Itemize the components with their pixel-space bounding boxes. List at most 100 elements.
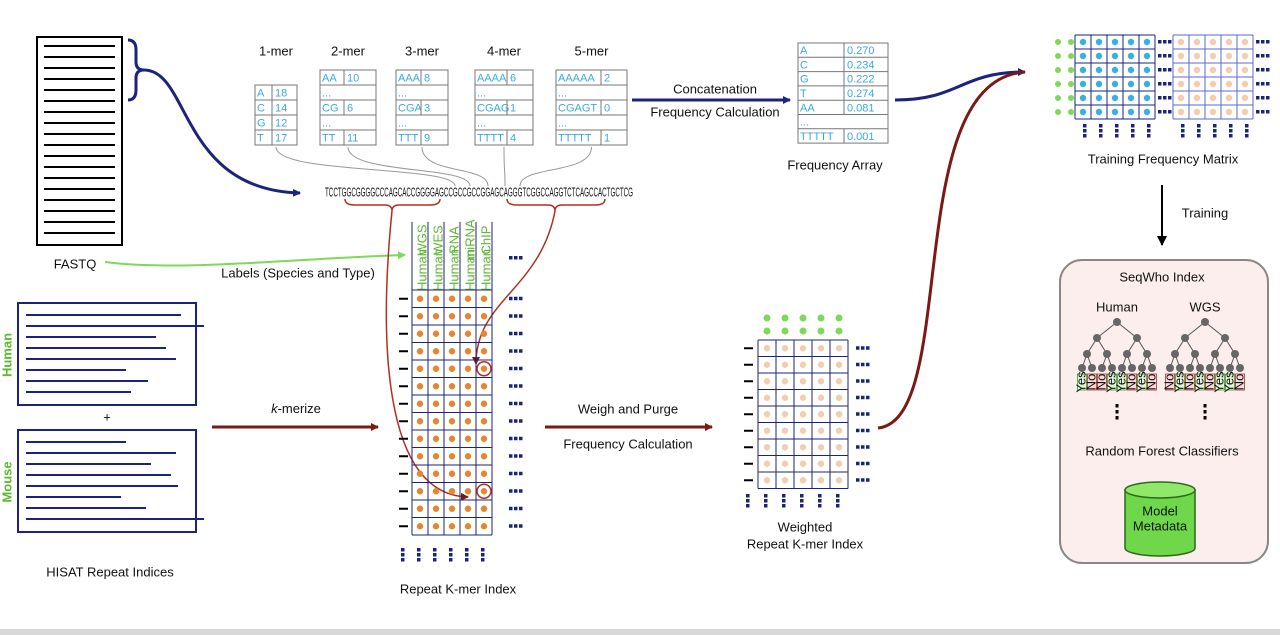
cell: T [800, 88, 807, 100]
more-mark [764, 494, 768, 498]
connector [421, 146, 489, 187]
leaf-label: Yes [1113, 371, 1128, 393]
label-dot [799, 314, 807, 322]
sequence: TCCTGGCGGGGCCCAGCACCGGGGAGCCGCCGCCGGAGCA… [325, 184, 633, 199]
cell: 11 [347, 132, 358, 144]
more-mark [818, 499, 822, 503]
cell-dot [464, 505, 472, 512]
more-mark [1158, 40, 1162, 44]
arrow-label: k-merize [271, 401, 321, 416]
cell-dot [448, 453, 456, 460]
cell-dot [480, 295, 488, 302]
cell: 0.270 [847, 45, 875, 57]
more-mark [449, 548, 453, 552]
cell-dot [480, 400, 488, 407]
more-mark [1168, 82, 1172, 86]
cell-dot [763, 427, 771, 434]
leaf [1195, 373, 1205, 391]
more-mark [1261, 110, 1265, 114]
more-mark [1163, 54, 1167, 58]
label-dot [1055, 39, 1061, 45]
more-mark [866, 478, 870, 482]
cell-dot [1177, 94, 1185, 102]
cell-dot [1241, 80, 1249, 88]
cell-dot [1225, 38, 1233, 46]
tree-node [1123, 350, 1131, 358]
tree-node [1078, 364, 1086, 372]
cell: C [800, 59, 808, 71]
cell-dot [448, 523, 456, 530]
more-mark [509, 436, 513, 441]
column-label: Human [430, 249, 445, 291]
label: Repeat K-mer Index [747, 536, 864, 551]
brace [506, 198, 606, 212]
index-box [17, 302, 197, 406]
cell-dot [1095, 38, 1103, 46]
cell-dot [817, 460, 825, 467]
cell-dot [781, 394, 789, 401]
cell: AA [322, 72, 337, 84]
table [395, 69, 449, 146]
more-mark [417, 553, 421, 557]
cell: 1 [510, 102, 516, 114]
cell-dot [432, 435, 440, 442]
cell-dot [448, 435, 456, 442]
cell-dot [432, 470, 440, 477]
cell: TTTTT [800, 131, 834, 143]
cell-dot [1111, 38, 1119, 46]
label: SeqWho Index [1119, 269, 1205, 284]
leaf [1097, 373, 1107, 391]
label-dot [781, 314, 789, 322]
more-mark [519, 524, 523, 528]
more-mark [1181, 124, 1185, 128]
more-mark [856, 362, 860, 367]
cell-dot [432, 383, 440, 390]
more-mark [1203, 404, 1207, 408]
cell-dot [480, 383, 488, 390]
more-mark [514, 436, 518, 441]
cell-dot [1209, 108, 1217, 116]
cell-dot [763, 477, 771, 484]
more-mark [1245, 124, 1249, 128]
cell-dot [1095, 80, 1103, 88]
more-mark [481, 548, 485, 552]
tree-node [1108, 364, 1116, 372]
cell-dot [799, 444, 807, 451]
cell-dot [480, 330, 488, 337]
leaf [1185, 373, 1195, 391]
table-title: 3-mer [405, 43, 440, 58]
more-mark [1245, 134, 1249, 138]
cell: ... [800, 117, 809, 129]
cell-dot [1095, 94, 1103, 102]
more-mark [1203, 410, 1207, 414]
label: Frequency Calculation [650, 104, 779, 119]
cell-dot [448, 488, 456, 495]
cell-dot [464, 435, 472, 442]
more-mark [866, 346, 870, 350]
cell-dot [464, 453, 472, 460]
cell-dot [448, 295, 456, 302]
cell-dot [432, 313, 440, 320]
label-dot [1068, 95, 1074, 101]
cell-dot [1193, 66, 1201, 74]
cell: T [257, 132, 264, 144]
more-mark [514, 489, 518, 493]
cell-dot [432, 365, 440, 372]
cell-dot [448, 313, 456, 320]
label-dot [1055, 109, 1061, 115]
cell: 0.001 [847, 131, 875, 143]
tree-node [1176, 364, 1184, 372]
cell-dot [1209, 94, 1217, 102]
column-label: miRNA [462, 219, 477, 260]
label-dot [1068, 67, 1074, 73]
leaf-label: Yes [1103, 371, 1118, 393]
cell: A [257, 87, 265, 99]
cell-dot [1095, 66, 1103, 74]
cell-dot [448, 505, 456, 512]
label-dot [1055, 67, 1061, 73]
more-mark [514, 419, 518, 423]
cell-dot [416, 383, 424, 390]
label-dot [1068, 109, 1074, 115]
cell-dot [1225, 66, 1233, 74]
more-mark [1229, 129, 1233, 133]
